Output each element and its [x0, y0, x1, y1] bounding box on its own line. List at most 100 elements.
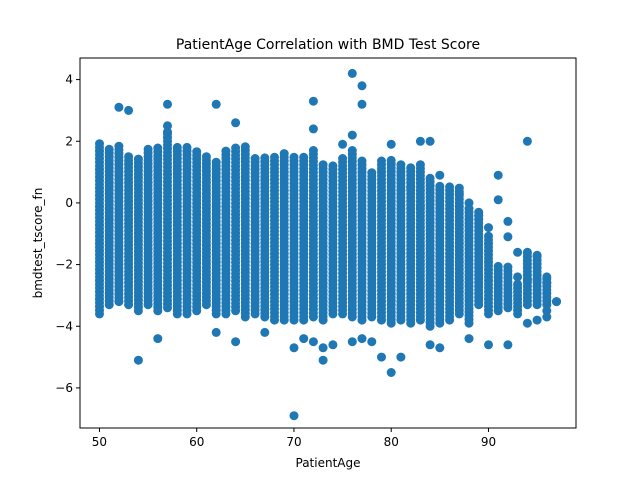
- data-point: [435, 181, 445, 191]
- data-point: [240, 142, 250, 152]
- x-axis: 50 60 70 80 90: [92, 428, 496, 449]
- x-tick-label: 70: [286, 435, 301, 449]
- data-point: [153, 334, 163, 344]
- data-point: [357, 99, 367, 109]
- data-point: [299, 152, 309, 162]
- data-point: [415, 136, 425, 146]
- data-point: [415, 201, 425, 211]
- y-tick-label: −2: [55, 258, 73, 272]
- data-point: [231, 118, 241, 128]
- data-point: [338, 139, 348, 149]
- data-point: [522, 275, 532, 285]
- data-point: [522, 136, 532, 146]
- data-point: [484, 231, 493, 241]
- data-point: [328, 340, 338, 350]
- data-point: [503, 232, 513, 242]
- data-point: [445, 182, 455, 192]
- y-tick-label: −6: [55, 381, 73, 395]
- data-point: [474, 210, 484, 220]
- data-point: [367, 168, 377, 178]
- data-point: [396, 160, 406, 170]
- data-point: [308, 96, 318, 106]
- data-point: [260, 153, 270, 163]
- data-point: [182, 142, 192, 152]
- data-point: [406, 183, 416, 192]
- data-point: [163, 99, 172, 109]
- y-axis-title: bmdtest_tscore_fn: [31, 188, 45, 299]
- x-tick-label: 50: [92, 435, 107, 449]
- data-point: [396, 352, 406, 362]
- y-tick-label: 2: [65, 134, 73, 148]
- data-point: [318, 160, 328, 170]
- y-axis: −6 −4 −2 0 2 4: [55, 73, 80, 395]
- data-point: [513, 272, 523, 282]
- data-point: [279, 149, 289, 159]
- data-point: [464, 198, 474, 208]
- data-point: [308, 337, 318, 347]
- data-point: [114, 102, 124, 112]
- data-point: [270, 152, 279, 162]
- data-point: [386, 155, 396, 165]
- x-tick-label: 80: [384, 435, 399, 449]
- data-point: [367, 337, 377, 347]
- data-point: [211, 327, 221, 337]
- data-point: [357, 334, 367, 344]
- data-point: [386, 368, 396, 377]
- data-point: [163, 121, 172, 131]
- data-point: [289, 411, 299, 421]
- data-point: [415, 160, 425, 170]
- data-point: [522, 247, 532, 257]
- data-point: [221, 146, 231, 156]
- data-point: [425, 136, 435, 146]
- data-point: [493, 261, 503, 271]
- data-point: [542, 306, 552, 316]
- data-point: [318, 343, 328, 353]
- data-point: [425, 173, 435, 183]
- data-point: [172, 142, 182, 152]
- y-tick-label: 0: [65, 196, 73, 210]
- data-points: [95, 68, 561, 421]
- data-point: [425, 340, 435, 350]
- data-point: [552, 297, 561, 307]
- data-point: [143, 144, 153, 154]
- data-point: [503, 262, 513, 272]
- data-point: [347, 146, 357, 155]
- data-point: [211, 157, 221, 167]
- data-point: [357, 81, 367, 91]
- data-point: [95, 139, 104, 149]
- data-point: [328, 161, 338, 171]
- y-tick-label: 4: [65, 73, 73, 87]
- data-point: [289, 343, 299, 353]
- data-point: [513, 279, 523, 289]
- data-point: [347, 68, 357, 78]
- data-point: [522, 318, 532, 328]
- data-point: [532, 315, 542, 325]
- data-point: [435, 343, 445, 353]
- data-point: [318, 355, 328, 365]
- data-point: [532, 250, 542, 260]
- plot-frame: [79, 57, 577, 429]
- data-point: [377, 352, 386, 362]
- data-point: [377, 156, 386, 166]
- data-point: [133, 355, 143, 365]
- data-point: [347, 337, 357, 347]
- data-point: [493, 195, 503, 205]
- data-point: [386, 139, 396, 149]
- data-point: [454, 189, 464, 199]
- chart-title: PatientAge Correlation with BMD Test Sco…: [176, 37, 480, 53]
- data-point: [484, 340, 493, 350]
- data-point: [542, 278, 552, 288]
- data-point: [308, 124, 318, 134]
- data-point: [299, 334, 309, 344]
- data-point: [338, 154, 348, 163]
- data-point: [503, 340, 513, 350]
- data-point: [211, 99, 221, 109]
- data-point: [513, 247, 523, 257]
- data-point: [435, 170, 445, 180]
- y-tick-label: −4: [55, 319, 73, 333]
- data-point: [542, 312, 552, 322]
- data-point: [104, 144, 114, 154]
- data-point: [503, 216, 513, 226]
- data-point: [124, 105, 134, 115]
